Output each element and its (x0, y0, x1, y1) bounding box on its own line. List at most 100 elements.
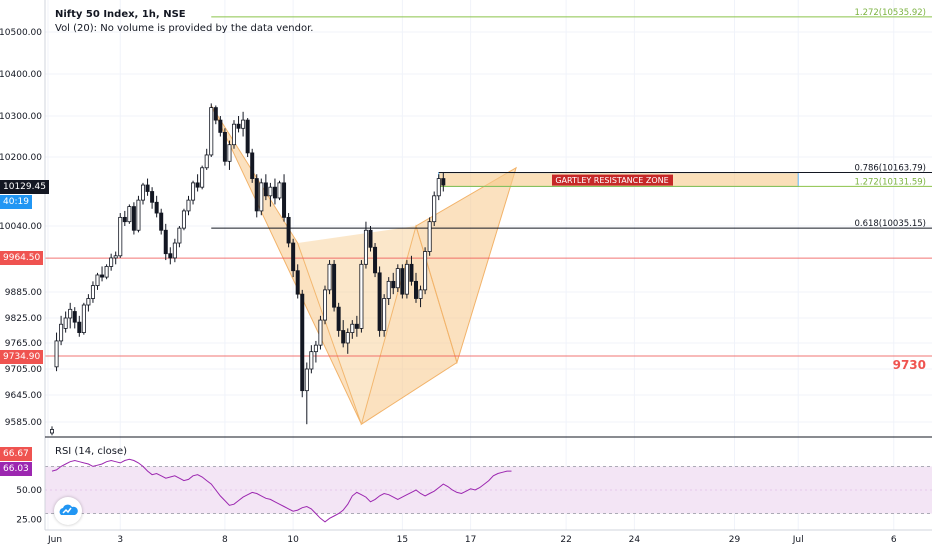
candle-body-18 (131, 206, 136, 231)
x-tick-label-4: 15 (397, 535, 408, 545)
fib-label-1: 0.786(10163.79) (854, 164, 926, 174)
candle-body-46 (259, 182, 264, 212)
candle-body-41 (236, 123, 241, 129)
x-tick-label-10: 6 (891, 535, 897, 545)
candle-body-79 (409, 263, 414, 282)
candle-body-71 (373, 246, 378, 274)
fib-label-0: 1.272(10535.92) (854, 8, 926, 18)
x-tick-label-0: Jun (47, 535, 62, 545)
candle-body-76 (395, 268, 400, 289)
candle-body-54 (295, 270, 300, 295)
x-tick-label-1: 3 (117, 535, 123, 545)
candle-body-16 (122, 216, 127, 223)
candle-body-84 (432, 195, 437, 223)
y-tick-label-5: 9885.00 (5, 288, 42, 298)
candle-body-48 (268, 186, 273, 197)
candle-body-81 (418, 289, 423, 299)
tradingview-logo[interactable] (54, 497, 82, 525)
candle-body-32 (195, 182, 200, 188)
gartley-triangle-d (415, 166, 517, 365)
candle-body-80 (413, 280, 418, 299)
candle-body-38 (222, 131, 227, 162)
level-badge-9964: 9964.50 (0, 251, 44, 265)
support-label-1: 9730 (893, 358, 926, 372)
x-tick-label-6: 22 (560, 535, 571, 545)
cloud-icon (59, 504, 78, 515)
candle-body-15 (118, 216, 123, 257)
candle-body-68 (359, 263, 364, 329)
candle-body-4 (68, 308, 73, 319)
candle-body-73 (382, 298, 387, 331)
candle-body-85 (436, 178, 441, 197)
candle-body-51 (282, 182, 287, 218)
candle-body-23 (154, 201, 159, 214)
y-tick-label-2: 10300.00 (0, 112, 42, 122)
candle-body-58 (313, 344, 318, 353)
candle-body-2 (59, 323, 64, 342)
candle-body-50 (277, 182, 282, 199)
candle-body-25 (163, 229, 168, 255)
candle-body-78 (404, 263, 409, 295)
y-tick-label-3: 10200.00 (0, 153, 42, 163)
candle-body-43 (245, 119, 250, 154)
candle-body-47 (263, 182, 268, 197)
candle-body-45 (254, 178, 259, 212)
candle-body-56 (304, 368, 309, 392)
candle-body-12 (104, 266, 109, 278)
candle-body-77 (400, 268, 405, 295)
volume-note: Vol (20): No volume is provided by the d… (55, 23, 314, 34)
candle-body-20 (140, 184, 145, 201)
candle-body-30 (186, 199, 191, 212)
candle-body-42 (241, 119, 246, 129)
candle-body-29 (181, 210, 186, 229)
candle-body-11 (100, 274, 105, 278)
candle-body-33 (200, 167, 205, 188)
candle-body-3 (63, 317, 68, 329)
rsi-badge-a: 66.67 (0, 447, 32, 461)
candle-body-36 (213, 107, 218, 121)
candle-body-10 (95, 274, 100, 287)
candle-body-62 (332, 263, 337, 308)
candle-body-70 (368, 229, 373, 248)
rsi-tick-0: 50.00 (16, 486, 42, 496)
candle-body-17 (127, 206, 132, 223)
candle-body-24 (159, 212, 164, 231)
candle-body-82 (423, 251, 428, 291)
rsi-title: RSI (14, close) (55, 446, 128, 457)
y-tick-label-0: 10500.00 (0, 28, 42, 38)
candle-body-22 (150, 191, 155, 203)
x-tick-label-7: 24 (629, 535, 641, 545)
candle-body-27 (172, 242, 177, 259)
candle-body-0 (50, 429, 55, 434)
x-tick-label-8: 29 (729, 535, 741, 545)
current-price-badge: 10129.45 (0, 180, 49, 194)
candle-body-7 (81, 304, 86, 333)
rsi-badge-b: 66.03 (0, 462, 32, 476)
candle-body-67 (354, 323, 359, 329)
candle-body-57 (309, 351, 314, 370)
candle-body-1 (54, 340, 59, 368)
candle-body-37 (218, 119, 223, 133)
y-tick-label-8: 9705.00 (5, 365, 42, 375)
candle-body-52 (286, 216, 291, 244)
zone-label-bg (552, 174, 673, 186)
candle-body-59 (318, 319, 323, 346)
candle-body-39 (227, 144, 232, 162)
y-tick-label-1: 10400.00 (0, 70, 42, 80)
x-tick-label-9: Jul (792, 535, 804, 545)
candle-body-44 (250, 152, 255, 179)
candle-body-86 (441, 178, 446, 186)
y-tick-label-6: 9825.00 (5, 314, 42, 324)
candle-body-66 (350, 323, 355, 333)
candle-body-53 (291, 242, 296, 272)
candle-body-6 (77, 321, 82, 333)
candle-body-63 (336, 306, 341, 331)
zone-label: GARTLEY RESISTANCE ZONE (555, 176, 668, 185)
candle-body-28 (177, 227, 182, 244)
fib-label-2: 1.272(10131.59) (854, 177, 926, 187)
y-tick-label-7: 9765.00 (5, 339, 42, 349)
candle-body-21 (145, 184, 150, 192)
rsi-line (51, 458, 512, 523)
